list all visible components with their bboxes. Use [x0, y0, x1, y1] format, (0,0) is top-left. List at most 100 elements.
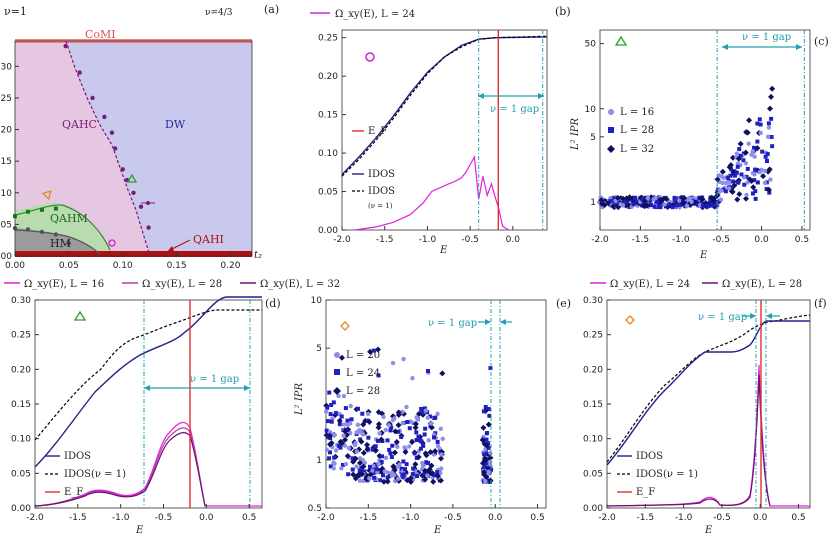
panel-c-ylabel: L² IPR: [570, 117, 581, 151]
ipr-point: [325, 419, 330, 424]
panel-b-xlabel: E: [439, 245, 448, 256]
ipr-point: [765, 134, 771, 139]
x-tick-label: 0.10: [113, 261, 133, 271]
gap-arrowhead-left: [722, 44, 728, 50]
y-tick-label: 0.25: [11, 331, 31, 341]
ipr-point: [484, 437, 489, 442]
ipr-point: [640, 197, 645, 202]
ipr-point: [737, 147, 742, 152]
ipr-point: [718, 188, 724, 193]
ipr-point: [486, 445, 491, 450]
hm-point: [66, 241, 72, 246]
boundary-point: [77, 70, 82, 75]
ipr-point: [731, 179, 736, 184]
ipr-point: [399, 466, 404, 471]
x-tick-label: -2.0: [591, 235, 609, 245]
ipr-point: [734, 170, 739, 175]
ipr-point: [714, 176, 721, 183]
ipr-point: [323, 409, 329, 414]
ipr-point: [769, 116, 774, 121]
qahm-boundary-line: [14, 204, 111, 251]
ipr-point: [742, 182, 747, 187]
ipr-point: [389, 425, 394, 430]
panel-a-xlabel: t₂: [254, 250, 262, 261]
y-tick-label: 0.10: [318, 149, 338, 159]
panel-d-xlabel: E: [135, 525, 144, 536]
ipr-point: [327, 390, 332, 395]
hm-point: [53, 232, 59, 237]
ipr-point: [370, 447, 375, 452]
panel-e-xlabel: E: [433, 525, 442, 536]
panel-b-label: (b): [555, 5, 571, 18]
ipr-point: [487, 413, 492, 418]
ipr-point: [338, 354, 345, 361]
ipr-point: [360, 411, 365, 416]
ipr-point: [769, 134, 774, 139]
ipr-point: [614, 194, 621, 201]
y-tick-label: 0.5: [308, 504, 322, 514]
x-tick-label: -1.5: [69, 513, 87, 523]
x-tick-label: 0.0: [754, 235, 769, 245]
ipr-point: [414, 415, 419, 420]
y-tick-label: 0.05: [11, 469, 31, 479]
legend-idos1: IDOS: [368, 186, 395, 197]
panel-e-xticks: -2.0 -1.5 -1.0 -0.5 0.0 0.5: [317, 504, 545, 523]
panel-c: (c) ν = 1 gap L = 16 L = 28 L = 32 E L² …: [570, 29, 829, 261]
boundary-point: [112, 146, 118, 151]
ipr-point: [486, 441, 491, 446]
ipr-point: [764, 159, 769, 164]
ipr-point: [405, 420, 410, 425]
ipr-point: [745, 180, 750, 185]
ipr-point: [353, 440, 358, 446]
ipr-point: [406, 444, 412, 449]
ipr-point: [396, 476, 401, 481]
y-tick-label: 0.00: [583, 504, 603, 514]
ipr-point: [404, 462, 409, 467]
ipr-point: [423, 452, 430, 459]
ipr-point: [391, 464, 398, 471]
ipr-point: [680, 200, 687, 207]
x-tick-label: 0.5: [795, 235, 809, 245]
ipr-point: [763, 154, 768, 159]
ipr-point: [360, 449, 367, 456]
ipr-point: [375, 346, 382, 353]
ipr-point: [412, 421, 419, 428]
ipr-point: [729, 167, 734, 172]
panel-a-yticks: 0.00 0.05 0.10 0.15 0.20 0.25 0.30: [0, 62, 19, 262]
legend-l24: L = 24: [346, 368, 380, 379]
gap-arrowhead-right: [538, 93, 544, 99]
ipr-point: [345, 418, 350, 423]
y-tick-label: 0.15: [0, 157, 12, 167]
ipr-point: [752, 154, 757, 159]
ipr-point: [482, 452, 487, 457]
ipr-point: [752, 178, 757, 183]
ipr-point: [327, 450, 332, 455]
ipr-point: [723, 181, 729, 186]
gap-arrowhead-right: [796, 44, 802, 50]
ipr-point: [713, 203, 718, 208]
ipr-point: [341, 422, 347, 427]
ipr-point: [390, 417, 396, 423]
ipr-point: [755, 121, 760, 126]
hm-region: [15, 228, 100, 256]
ipr-point: [418, 438, 423, 443]
ipr-point: [358, 437, 363, 442]
x-tick-label: -2.0: [598, 513, 616, 523]
ipr-point: [728, 173, 733, 178]
legend-l24-marker: [334, 369, 340, 375]
legend-idos: IDOS: [64, 451, 91, 462]
ipr-point: [654, 199, 659, 204]
x-tick-label: 0.0: [488, 513, 503, 523]
ipr-point: [371, 470, 376, 475]
ipr-point: [395, 409, 402, 416]
ipr-point: [421, 443, 426, 448]
ipr-point: [415, 410, 422, 417]
idos-line: [606, 320, 810, 466]
ipr-point: [370, 468, 375, 473]
ipr-point: [411, 466, 416, 471]
boundary-point: [146, 225, 151, 230]
y-tick-label: 0.20: [0, 126, 12, 136]
ipr-point: [371, 348, 376, 353]
ipr-point: [439, 466, 444, 471]
